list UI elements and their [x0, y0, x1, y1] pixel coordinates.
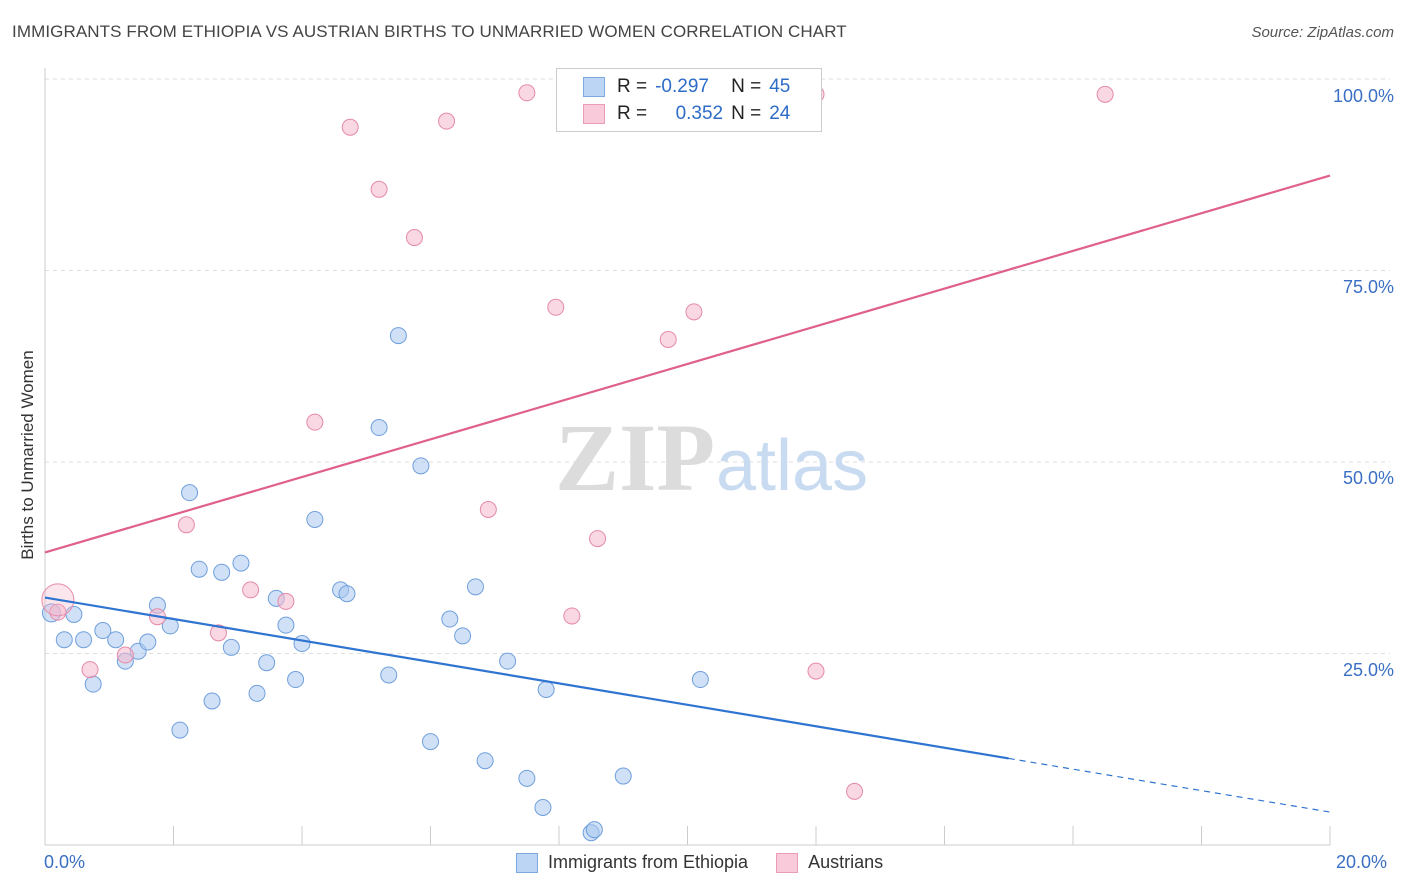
austrians-point: [807, 662, 825, 680]
austrians-point: [306, 413, 324, 431]
ethiopia-point: [287, 671, 305, 689]
austrians-trend-line: [44, 174, 1331, 554]
austrians-point: [438, 112, 456, 130]
austrians-point: [177, 516, 195, 534]
ethiopia-point: [412, 457, 430, 475]
y-tick-label-25: 25.0%: [1342, 660, 1394, 680]
ethiopia-point: [171, 721, 189, 739]
ethiopia-point: [84, 675, 102, 693]
ethiopia-point: [306, 510, 324, 528]
austrians-point: [49, 603, 67, 621]
ethiopia-point: [181, 484, 199, 502]
x-tick-label-min: 0.0%: [44, 852, 86, 872]
ethiopia-point: [258, 654, 276, 672]
ethiopia-point: [107, 631, 125, 649]
ethiopia-point: [380, 666, 398, 684]
ethiopia-point: [441, 610, 459, 628]
x-tick-label-max: 20.0%: [1336, 852, 1388, 872]
trend-lines: [44, 174, 1331, 813]
legend-n-value: 45: [769, 76, 791, 97]
y-tick-label-75: 75.0%: [1342, 277, 1394, 297]
ethiopia-point: [454, 627, 472, 645]
ethiopia-point: [203, 692, 221, 710]
austrians-point: [518, 84, 536, 102]
ethiopia-point: [222, 638, 240, 656]
austrians-point: [479, 500, 497, 518]
ethiopia-point: [691, 671, 709, 689]
ethiopia-point: [537, 681, 555, 699]
axes: [44, 68, 1331, 846]
correlation-legend: R = -0.297 N = 45 R = 0.352 N = 24: [556, 68, 822, 132]
y-tick-label-100: 100.0%: [1332, 86, 1394, 106]
ethiopia-point: [422, 733, 439, 751]
austrians-point: [547, 298, 565, 316]
legend-item-ethiopia[interactable]: Immigrants from Ethiopia: [516, 852, 748, 873]
legend-r-label: R =: [617, 76, 648, 97]
legend-swatch-austrians: [583, 104, 605, 124]
legend-r-value: 0.352: [675, 103, 724, 124]
chart-title: IMMIGRANTS FROM ETHIOPIA VS AUSTRIAN BIR…: [12, 22, 847, 41]
austrians-point: [242, 581, 260, 599]
ethiopia-point: [389, 327, 407, 345]
austrians-point: [846, 782, 864, 800]
legend-row-austrians: R = 0.352 N = 24: [583, 102, 790, 126]
ethiopia-point: [466, 578, 484, 596]
ethiopia-point: [190, 560, 208, 578]
legend-swatch-austrians: [776, 852, 799, 873]
ethiopia-point: [55, 631, 73, 649]
watermark-atlas: atlas: [716, 426, 868, 506]
legend-n-label: N =: [731, 76, 762, 97]
ethiopia-point: [338, 585, 356, 603]
legend-row-ethiopia: R = -0.297 N = 45: [583, 75, 790, 99]
austrians-point: [1096, 85, 1114, 103]
austrians-point: [370, 180, 388, 198]
ethiopia-point: [213, 563, 231, 581]
legend-r-value: -0.297: [655, 76, 709, 97]
ethiopia-point: [585, 821, 603, 839]
legend-item-austrians[interactable]: Austrians: [776, 852, 883, 873]
ethiopia-point: [476, 752, 494, 770]
series-legend: Immigrants from Ethiopia Austrians: [516, 852, 911, 873]
austrians-point: [563, 607, 581, 625]
austrians-point: [209, 624, 227, 642]
austrians-point: [81, 661, 99, 679]
ethiopia-point: [370, 419, 388, 437]
austrians-point: [116, 646, 134, 664]
austrians-point: [685, 303, 703, 321]
ethiopia-point: [248, 684, 266, 702]
series-ethiopia-points: [41, 327, 709, 842]
ethiopia-trend-extension: [1008, 757, 1331, 813]
legend-n-label: N =: [731, 103, 762, 124]
ethiopia-point: [277, 616, 295, 634]
series-austrians-points: [41, 84, 1114, 800]
ethiopia-point: [94, 622, 112, 640]
ethiopia-point: [614, 767, 632, 785]
ethiopia-point: [139, 633, 157, 651]
legend-label-austrians: Austrians: [808, 852, 884, 872]
legend-swatch-ethiopia: [516, 852, 538, 873]
y-tick-label-50: 50.0%: [1342, 468, 1394, 488]
watermark: ZIP atlas: [555, 404, 868, 511]
ethiopia-point: [293, 635, 311, 653]
legend-n-value: 24: [769, 103, 791, 124]
ethiopia-point: [499, 652, 517, 670]
watermark-zip: ZIP: [555, 404, 715, 511]
ethiopia-point: [232, 554, 250, 572]
ethiopia-point: [534, 798, 552, 816]
legend-r-label: R =: [617, 103, 648, 124]
austrians-point: [589, 530, 607, 548]
ethiopia-trend-line: [44, 596, 1009, 760]
austrians-point: [341, 118, 359, 136]
ethiopia-point: [518, 769, 536, 787]
source-label: Source: ZipAtlas.com: [1251, 24, 1394, 41]
austrians-point: [405, 229, 423, 247]
austrians-point: [659, 330, 677, 348]
legend-label-ethiopia: Immigrants from Ethiopia: [548, 852, 749, 872]
legend-swatch-ethiopia: [583, 77, 605, 97]
austrians-point: [277, 592, 295, 610]
ethiopia-point: [75, 631, 93, 649]
